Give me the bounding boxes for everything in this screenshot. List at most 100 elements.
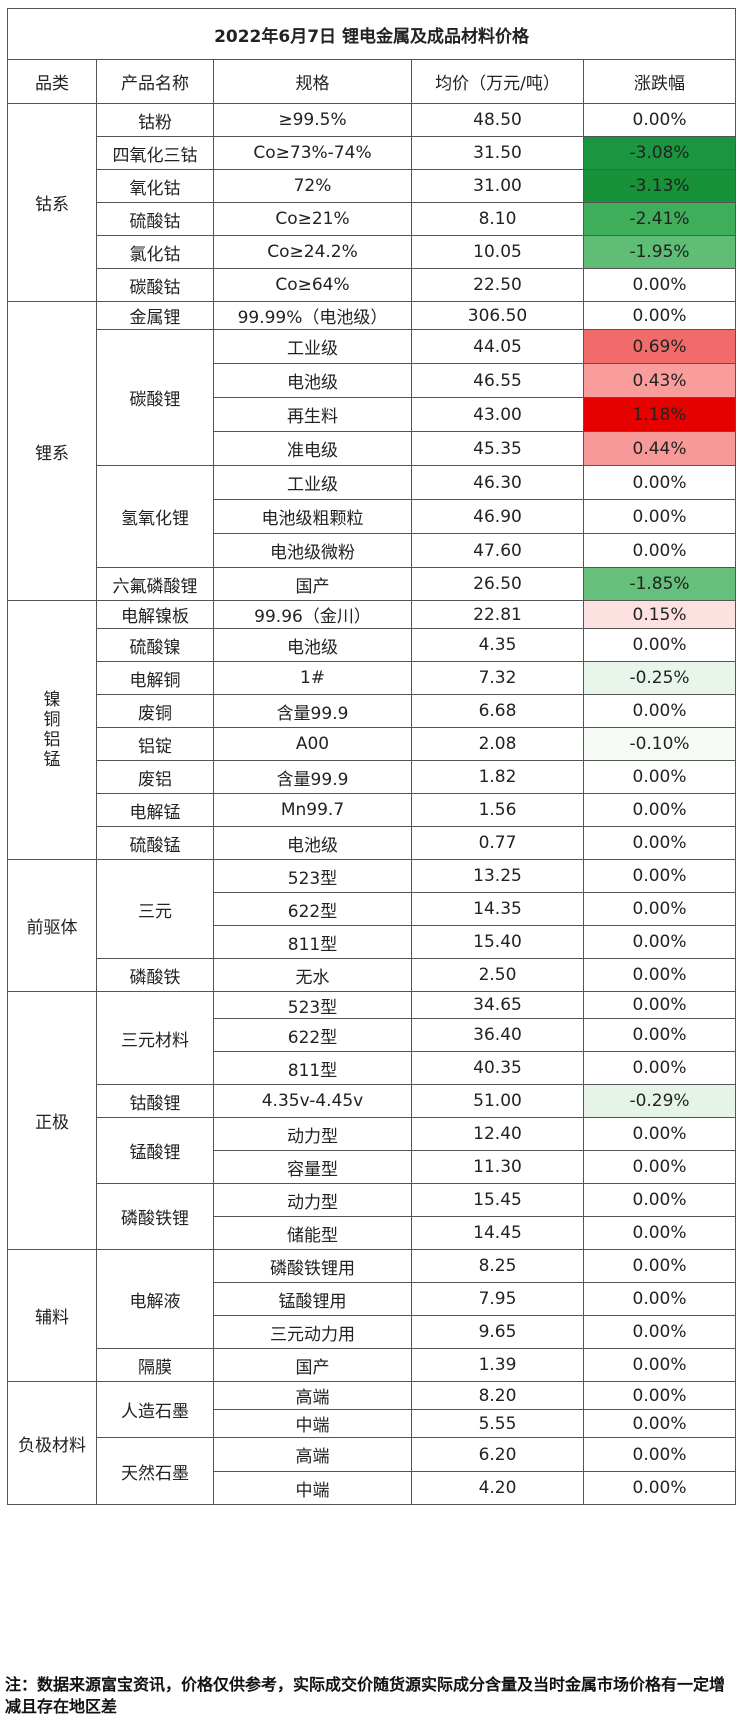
spec-cell: 高端 <box>213 1381 412 1410</box>
product-name-cell: 碳酸钴 <box>96 268 214 302</box>
table-row: 硫酸锰 电池级 0.77 0.00% <box>8 826 737 860</box>
price-cell: 6.68 <box>411 694 584 728</box>
product-name-cell: 硫酸镍 <box>96 628 214 662</box>
change-cell: 0.00% <box>582 533 737 568</box>
spec-cell: 锰酸锂用 <box>213 1282 412 1316</box>
spec-cell: 容量型 <box>213 1150 412 1184</box>
header-category: 品类 <box>7 59 97 104</box>
change-cell: -3.08% <box>582 136 737 170</box>
change-cell: 0.00% <box>582 1216 737 1250</box>
product-name-cell: 碳酸锂 <box>96 329 214 466</box>
table-row: 电池级微粉 47.60 0.00% <box>8 533 737 568</box>
change-cell: 0.00% <box>582 1471 737 1505</box>
product-name-cell: 铝锭 <box>96 727 214 761</box>
change-cell: 0.00% <box>582 793 737 827</box>
category-cell: 锂系 <box>7 301 97 601</box>
price-cell: 10.05 <box>411 235 584 269</box>
spec-cell: 高端 <box>213 1437 412 1472</box>
table-row: 锰酸锂 动力型 12.40 0.00% <box>8 1117 737 1184</box>
table-row: 三元动力用 9.65 0.00% <box>8 1315 737 1349</box>
spec-cell: 811型 <box>213 1051 412 1085</box>
table-row: 电解铜 1# 7.32 -0.25% <box>8 661 737 695</box>
spec-cell: Co≥24.2% <box>213 235 412 269</box>
price-cell: 1.56 <box>411 793 584 827</box>
change-cell: 0.15% <box>582 600 737 629</box>
price-cell: 40.35 <box>411 1051 584 1085</box>
price-cell: 44.05 <box>411 329 584 364</box>
price-cell: 4.35 <box>411 628 584 662</box>
product-name-cell: 六氟磷酸锂 <box>96 567 214 601</box>
table-row: 六氟磷酸锂 国产 26.50 -1.85% <box>8 567 737 601</box>
price-cell: 48.50 <box>411 103 584 137</box>
table-row: 中端 4.20 0.00% <box>8 1471 737 1505</box>
table-row: 四氧化三钴 Co≥73%-74% 31.50 -3.08% <box>8 136 737 170</box>
table-row: 氢氧化锂 工业级 46.30 0.00% <box>8 465 737 568</box>
spec-cell: 准电级 <box>213 431 412 466</box>
product-name-cell: 电解液 <box>96 1249 214 1349</box>
price-cell: 22.81 <box>411 600 584 629</box>
change-cell: 0.00% <box>582 958 737 992</box>
spec-cell: 工业级 <box>213 465 412 500</box>
table-row: 碳酸锂 工业级 44.05 0.69% <box>8 329 737 466</box>
change-cell: 0.00% <box>582 1315 737 1349</box>
category-cell: 负极材料 <box>7 1381 97 1505</box>
change-cell: 0.69% <box>582 329 737 364</box>
title-row: 2022年6月7日 锂电金属及成品材料价格 <box>6 8 737 60</box>
price-cell: 47.60 <box>411 533 584 568</box>
spec-cell: 99.99%（电池级） <box>213 301 412 330</box>
change-cell: 0.00% <box>582 301 737 330</box>
price-cell: 46.55 <box>411 363 584 398</box>
spec-cell: Co≥73%-74% <box>213 136 412 170</box>
product-name-cell: 硫酸锰 <box>96 826 214 860</box>
spec-cell: 再生料 <box>213 397 412 432</box>
price-cell: 43.00 <box>411 397 584 432</box>
table-row: 电解锰 Mn99.7 1.56 0.00% <box>8 793 737 827</box>
price-cell: 46.90 <box>411 499 584 534</box>
spec-cell: 1# <box>213 661 412 695</box>
table-row: 氧化钴 72% 31.00 -3.13% <box>8 169 737 203</box>
category-cell: 前驱体 <box>7 859 97 992</box>
product-name-cell: 废铜 <box>96 694 214 728</box>
spec-cell: 含量99.9 <box>213 760 412 794</box>
spec-cell: 99.96（金川） <box>213 600 412 629</box>
table-row: 天然石墨 高端 6.20 0.00% <box>8 1437 737 1505</box>
price-cell: 15.40 <box>411 925 584 959</box>
product-name-cell: 天然石墨 <box>96 1437 214 1505</box>
product-name-cell: 三元材料 <box>96 991 214 1085</box>
spec-cell: 72% <box>213 169 412 203</box>
change-cell: 0.43% <box>582 363 737 398</box>
table-row: 镍铜铝锰 电解镍板 99.96（金川） 22.81 0.15% <box>7 600 737 860</box>
spec-cell: 中端 <box>213 1409 412 1438</box>
change-cell: 0.00% <box>582 1051 737 1085</box>
category-cell: 正极 <box>7 991 97 1250</box>
header-price: 均价（万元/吨） <box>411 59 584 104</box>
change-cell: 0.00% <box>582 628 737 662</box>
spec-cell: 工业级 <box>213 329 412 364</box>
product-name-cell: 氧化钴 <box>96 169 214 203</box>
spec-cell: 三元动力用 <box>213 1315 412 1349</box>
price-cell: 306.50 <box>411 301 584 330</box>
table-row: 电池级 46.55 0.43% <box>8 363 737 398</box>
table-row: 废铜 含量99.9 6.68 0.00% <box>8 694 737 728</box>
price-cell: 6.20 <box>411 1437 584 1472</box>
spec-cell: Co≥64% <box>213 268 412 302</box>
change-cell: 0.00% <box>582 1150 737 1184</box>
change-cell: 0.00% <box>582 1409 737 1438</box>
price-cell: 4.20 <box>411 1471 584 1505</box>
table-row: 锂系 金属锂 99.99%（电池级） 306.50 0.00% <box>7 301 737 601</box>
change-cell: -0.25% <box>582 661 737 695</box>
change-cell: 0.00% <box>582 694 737 728</box>
change-cell: 0.00% <box>582 465 737 500</box>
change-cell: 0.00% <box>582 1437 737 1472</box>
product-name-cell: 氢氧化锂 <box>96 465 214 568</box>
change-cell: -0.29% <box>582 1084 737 1118</box>
spec-cell: 电池级 <box>213 628 412 662</box>
change-cell: -1.85% <box>582 567 737 601</box>
product-name-cell: 氯化钴 <box>96 235 214 269</box>
change-cell: 0.00% <box>582 1381 737 1410</box>
change-cell: 0.44% <box>582 431 737 466</box>
spec-cell: 622型 <box>213 1018 412 1052</box>
spec-cell: 国产 <box>213 1348 412 1382</box>
change-cell: 0.00% <box>582 1183 737 1217</box>
product-name-cell: 隔膜 <box>96 1348 214 1382</box>
